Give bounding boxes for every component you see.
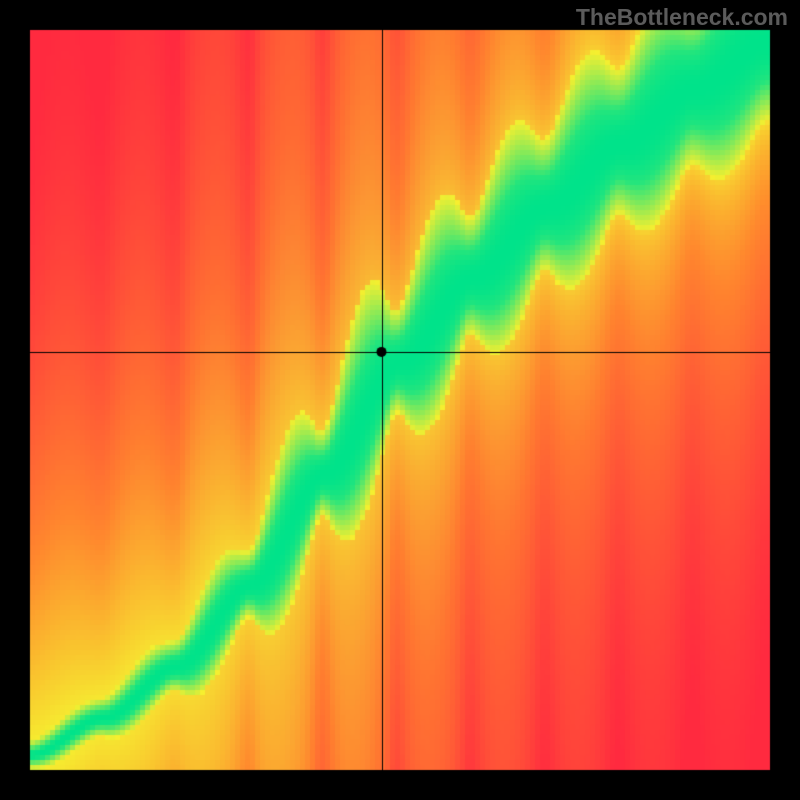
watermark-text: TheBottleneck.com <box>576 4 788 31</box>
bottleneck-heatmap <box>0 0 800 800</box>
